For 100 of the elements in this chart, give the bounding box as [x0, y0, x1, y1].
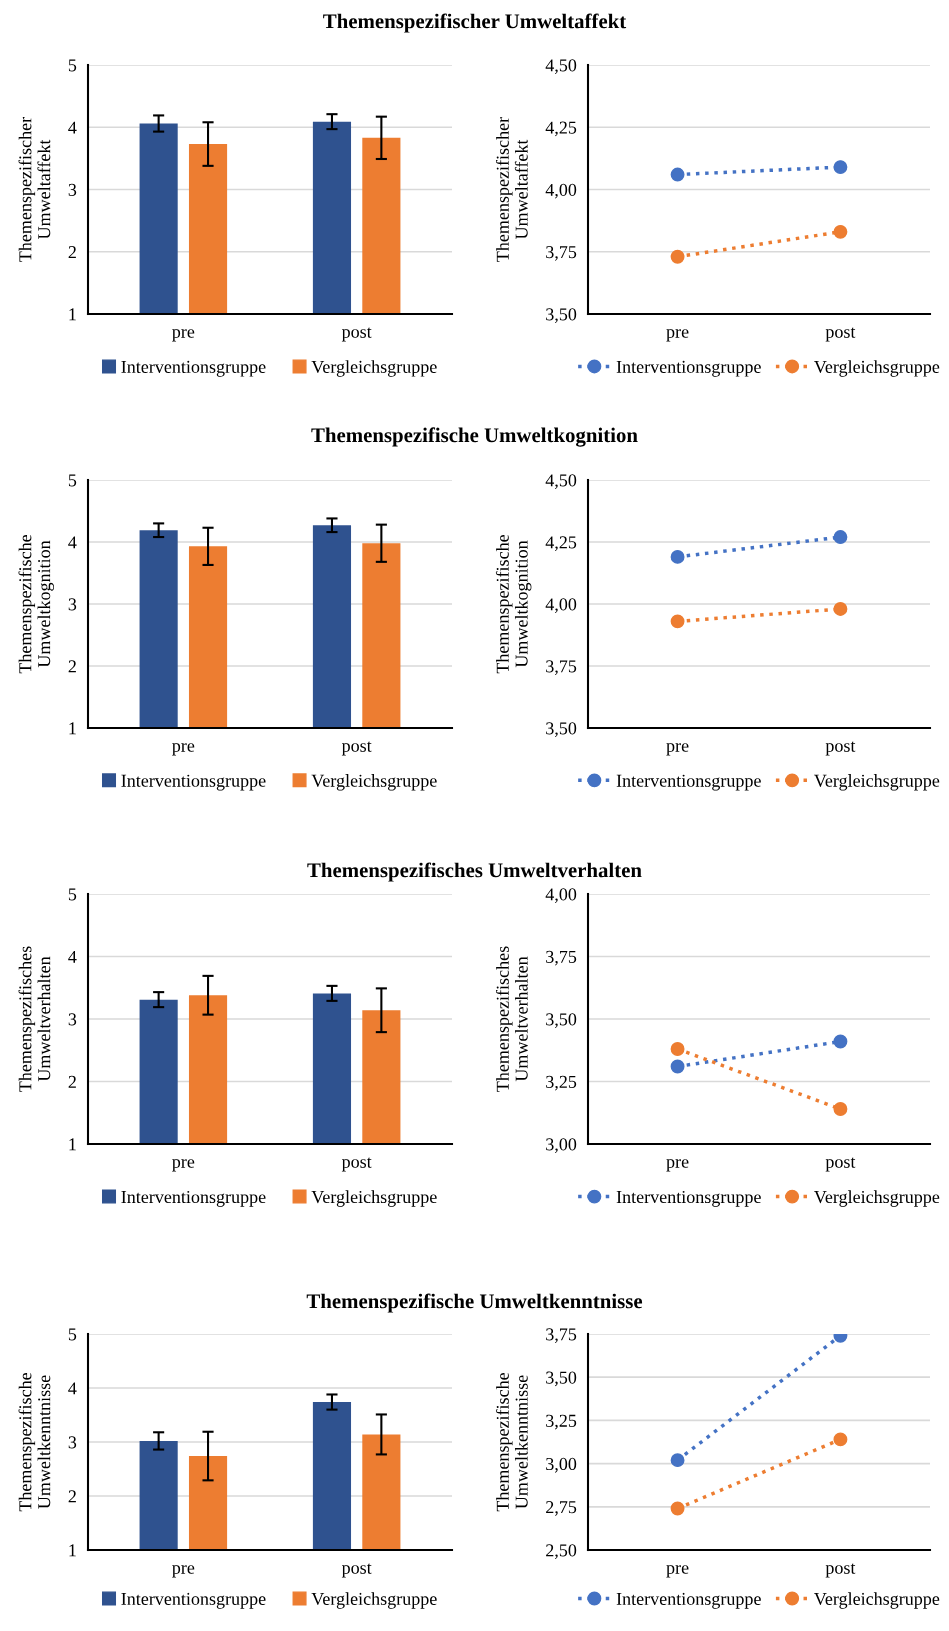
- y-tick-label: 5: [68, 1328, 77, 1341]
- legend-label: Interventionsgruppe: [616, 1190, 761, 1207]
- x-tick-label: post: [341, 741, 372, 756]
- point: [833, 160, 848, 175]
- x-tick-label: pre: [172, 743, 195, 756]
- y-tick-label: 3,00: [546, 1138, 577, 1154]
- legend-label: Interventionsgruppe: [616, 360, 761, 377]
- x-tick-label: post: [825, 1157, 856, 1172]
- y-tick-label: 4,50: [545, 59, 577, 75]
- y-tick-label: 4,00: [545, 598, 577, 614]
- x-tick-label: pre: [172, 1565, 195, 1578]
- legend-label: Interventionsgruppe: [616, 1592, 761, 1609]
- y-tick-label: 3,25: [546, 1075, 577, 1091]
- legend-label: Vergleichsgruppe: [311, 774, 437, 791]
- y-tick-label: 2,75: [546, 1501, 577, 1516]
- legend-label: Vergleichsgruppe: [814, 360, 940, 377]
- y-tick-label: 3,50: [546, 722, 577, 738]
- point: [670, 1059, 685, 1074]
- y-tick-label: 3,50: [546, 1371, 577, 1387]
- y-tick-label: 3,75: [546, 950, 577, 966]
- y-tick-label: 4,50: [545, 474, 577, 490]
- x-tick-label: post: [341, 1157, 372, 1172]
- legend-label: Interventionsgruppe: [121, 360, 266, 377]
- y-tick-label: 1: [69, 1138, 76, 1151]
- legend-label: Vergleichsgruppe: [814, 774, 940, 791]
- x-tick-label: pre: [666, 329, 689, 342]
- point: [833, 224, 848, 239]
- y-tick-label: 3,50: [546, 1013, 577, 1029]
- point: [833, 602, 848, 616]
- point: [833, 530, 848, 544]
- y-tick-label: 3,75: [546, 246, 577, 261]
- y-tick-label: 5: [68, 59, 77, 72]
- y-tick-label: 2,50: [546, 1544, 577, 1560]
- chart-title: Themenspezifischer Umweltaffekt: [323, 13, 627, 33]
- y-axis-title: Themenspezifische Umweltkognition: [18, 534, 54, 674]
- y-tick-label: 2: [68, 246, 76, 259]
- y-tick-label: 4: [68, 536, 77, 549]
- y-tick-label: 3,75: [546, 1328, 577, 1344]
- y-tick-label: 4,00: [545, 183, 577, 199]
- chart-title: Themenspezifisches Umweltverhalten: [307, 862, 642, 882]
- x-tick-label: post: [825, 741, 856, 756]
- point: [670, 249, 685, 264]
- y-tick-label: 3,00: [546, 1457, 577, 1473]
- y-tick-label: 3: [68, 1436, 77, 1449]
- y-tick-label: 4,25: [545, 121, 577, 137]
- point: [670, 614, 685, 629]
- legend-label: Vergleichsgruppe: [311, 1592, 437, 1609]
- y-axis-title: Themenspezifisches Umweltverhalten: [495, 946, 528, 1092]
- point: [833, 1102, 848, 1116]
- point: [833, 1034, 848, 1049]
- x-tick-label: pre: [666, 743, 689, 756]
- y-tick-label: 3: [68, 183, 77, 196]
- y-tick-label: 4,00: [545, 888, 577, 904]
- y-tick-label: 3,50: [546, 308, 577, 324]
- legend-label: Vergleichsgruppe: [814, 1190, 940, 1207]
- point: [833, 1432, 848, 1447]
- x-tick-label: pre: [666, 1565, 689, 1578]
- y-tick-label: 1: [69, 722, 76, 735]
- y-axis-title: Themenspezifischer Umweltaffekt: [18, 116, 51, 262]
- point: [670, 1501, 685, 1516]
- x-tick-label: pre: [666, 1159, 689, 1172]
- chart-title: Themenspezifische Umweltkognition: [311, 427, 638, 447]
- y-tick-label: 4: [68, 121, 77, 134]
- legend-label: Vergleichsgruppe: [311, 360, 437, 377]
- x-tick-label: post: [341, 1563, 372, 1578]
- point: [670, 167, 685, 182]
- legend-label: Interventionsgruppe: [616, 774, 761, 791]
- y-tick-label: 1: [69, 308, 76, 321]
- y-tick-label: 3: [68, 1013, 77, 1026]
- y-tick-label: 1: [69, 1544, 76, 1557]
- chart-title: Themenspezifische Umweltkenntnisse: [306, 1293, 643, 1313]
- legend-label: Interventionsgruppe: [121, 1190, 266, 1207]
- y-tick-label: 3,25: [546, 1414, 577, 1430]
- legend-label: Interventionsgruppe: [121, 1592, 266, 1609]
- y-tick-label: 2: [68, 1490, 76, 1503]
- y-axis-title: Themenspezifisches Umweltverhalten: [18, 946, 51, 1092]
- y-axis-title: Themenspezifische Umweltkognition: [495, 534, 532, 674]
- y-axis-title: Themenspezifische Umweltkenntnisse: [495, 1372, 528, 1512]
- y-axis-title: Themenspezifischer Umweltaffekt: [495, 116, 528, 262]
- point: [670, 1453, 685, 1468]
- y-tick-label: 3,75: [546, 660, 577, 676]
- x-tick-label: post: [825, 1563, 856, 1578]
- legend-label: Vergleichsgruppe: [814, 1592, 940, 1609]
- point: [670, 1042, 685, 1056]
- y-tick-label: 4: [68, 950, 77, 963]
- y-tick-label: 4: [68, 1382, 77, 1395]
- y-tick-label: 3: [68, 598, 77, 611]
- y-tick-label: 2: [68, 660, 76, 673]
- legend-label: Vergleichsgruppe: [311, 1190, 437, 1207]
- x-tick-label: pre: [172, 1159, 195, 1172]
- y-tick-label: 5: [68, 888, 77, 901]
- point: [670, 549, 685, 564]
- x-tick-label: post: [825, 327, 856, 342]
- legend-label: Interventionsgruppe: [121, 774, 266, 791]
- y-axis-title: Themenspezifische Umweltkenntnisse: [18, 1372, 51, 1512]
- y-tick-label: 2: [68, 1075, 76, 1088]
- x-tick-label: pre: [172, 329, 195, 342]
- x-tick-label: post: [341, 327, 372, 342]
- y-tick-label: 5: [68, 474, 77, 487]
- y-tick-label: 4,25: [545, 536, 577, 552]
